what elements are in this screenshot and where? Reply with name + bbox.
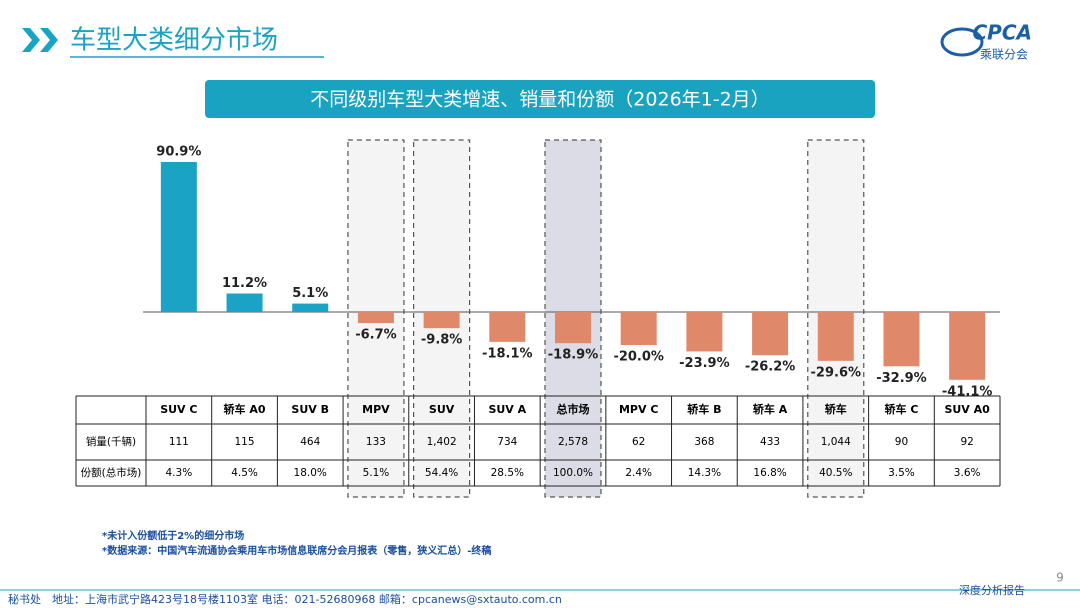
- table-cell: 100.0%: [553, 467, 593, 479]
- table-cell: 92: [960, 436, 973, 448]
- table-cell: 1,044: [821, 436, 851, 448]
- table-cell: 464: [300, 436, 320, 448]
- logo-subtitle: 乘联分会: [980, 48, 1028, 62]
- data-label: -18.1%: [482, 346, 533, 361]
- footnote: *数据来源：中国汽车流通协会乘用车市场信息联席分会月报表（零售，狭义汇总）-终稿: [102, 544, 491, 557]
- table-header: 轿车 A: [753, 402, 788, 416]
- footer-report: 深度分析报告: [959, 583, 1025, 597]
- bar: [292, 303, 329, 312]
- bar: [949, 312, 986, 380]
- table-header: MPV C: [619, 403, 658, 416]
- data-label: -6.7%: [355, 328, 396, 343]
- table-cell: 111: [169, 436, 189, 448]
- data-label: -29.6%: [811, 365, 862, 380]
- table-header: SUV C: [160, 403, 197, 416]
- table-header: 总市场: [557, 402, 590, 416]
- data-label: -23.9%: [679, 356, 730, 371]
- bar: [489, 312, 526, 342]
- table-cell: 54.4%: [425, 467, 458, 479]
- chart-title: 不同级别车型大类增速、销量和份额（2026年1-2月）: [310, 89, 769, 111]
- table-cell: 115: [235, 436, 255, 448]
- table-cell: 3.6%: [954, 467, 981, 479]
- logo-mark: [940, 27, 984, 57]
- bar: [883, 312, 920, 367]
- bar: [686, 312, 723, 352]
- chevron: [22, 28, 40, 52]
- row-label: 份额(总市场): [81, 466, 142, 479]
- data-label: 11.2%: [222, 276, 267, 291]
- data-label: -20.0%: [613, 350, 664, 365]
- data-label: -26.2%: [745, 360, 796, 375]
- table-cell: 2.4%: [625, 467, 652, 479]
- table-cell: 62: [632, 436, 645, 448]
- table-cell: 16.8%: [753, 467, 786, 479]
- bar: [752, 312, 789, 356]
- table-header: 轿车 C: [885, 402, 919, 416]
- bar: [555, 312, 591, 344]
- table-header: 轿车 A0: [224, 402, 266, 416]
- row-label: 销量(千辆): [86, 435, 136, 448]
- chevron: [40, 28, 58, 52]
- table-header: SUV A0: [944, 403, 990, 416]
- chart-banner: [205, 80, 875, 118]
- table-header: SUV: [429, 403, 455, 416]
- table-cell: 5.1%: [363, 467, 390, 479]
- table-header: SUV A: [488, 403, 526, 416]
- table-header: SUV B: [291, 403, 329, 416]
- table-cell: 4.3%: [166, 467, 193, 479]
- table-cell: 368: [694, 436, 714, 448]
- table-cell: 28.5%: [491, 467, 524, 479]
- data-label: 5.1%: [292, 286, 328, 301]
- table-cell: 40.5%: [819, 467, 852, 479]
- bar: [160, 162, 197, 312]
- bar: [817, 312, 854, 361]
- table-header: 轿车: [825, 402, 847, 416]
- table-cell: 2,578: [558, 436, 588, 448]
- table-cell: 734: [497, 436, 517, 448]
- highlight-box: [347, 139, 405, 498]
- bar: [620, 312, 657, 346]
- page-title: 车型大类细分市场: [70, 26, 278, 56]
- bar: [226, 293, 263, 312]
- data-label: -32.9%: [876, 371, 927, 386]
- table-cell: 14.3%: [688, 467, 721, 479]
- bar: [423, 312, 460, 329]
- footnote: *未计入份额低于2%的细分市场: [102, 529, 244, 542]
- data-label: -18.9%: [548, 348, 599, 363]
- table-cell: 90: [895, 436, 908, 448]
- table-cell: 1,402: [427, 436, 457, 448]
- page-number: 9: [1056, 571, 1064, 585]
- table-header: MPV: [362, 403, 390, 416]
- bar: [357, 312, 394, 324]
- data-label: -41.1%: [942, 384, 993, 399]
- table-cell: 133: [366, 436, 386, 448]
- table-cell: 433: [760, 436, 780, 448]
- data-label: -9.8%: [421, 333, 462, 348]
- data-label: 90.9%: [156, 145, 201, 160]
- table-cell: 4.5%: [231, 467, 258, 479]
- table-cell: 18.0%: [294, 467, 327, 479]
- table-cell: 3.5%: [888, 467, 915, 479]
- footer-address: 秘书处 地址：上海市武宁路423号18号楼1103室 电话：021-526809…: [8, 592, 562, 606]
- table-header: 轿车 B: [687, 402, 721, 416]
